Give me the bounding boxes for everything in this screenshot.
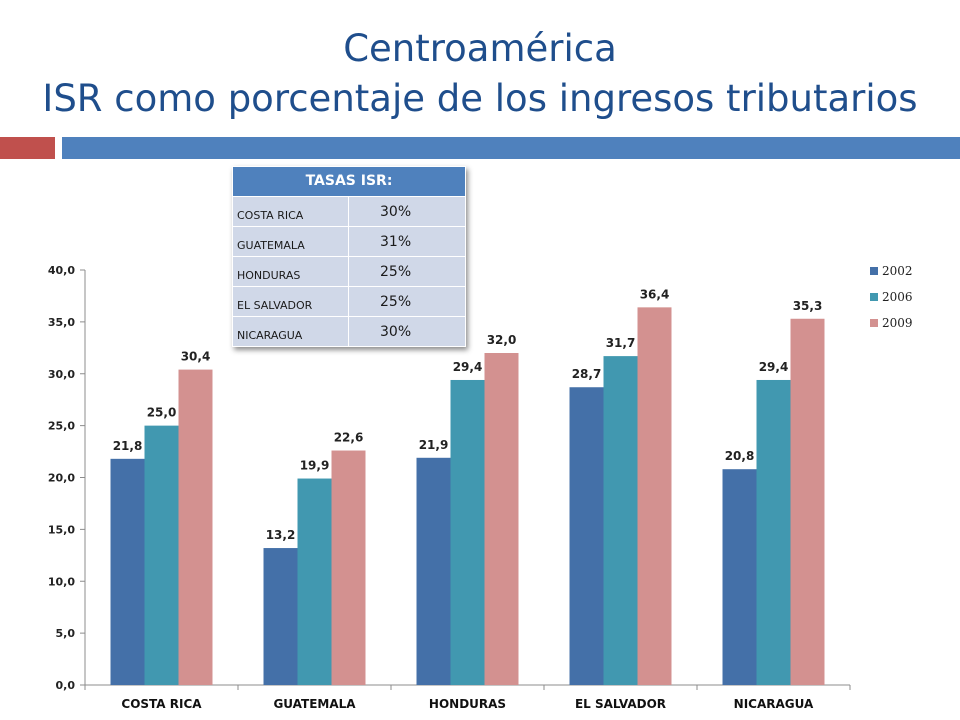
y-tick-label: 20,0 xyxy=(48,472,75,485)
rates-country: NICARAGUA xyxy=(233,317,348,346)
x-category-label: HONDURAS xyxy=(429,697,506,711)
rates-value: 25% xyxy=(348,257,465,286)
data-label: 29,4 xyxy=(759,360,789,374)
bar-2006 xyxy=(756,379,791,685)
rates-table: TASAS ISR: COSTA RICA 30% GUATEMALA 31% … xyxy=(232,166,466,347)
y-tick-label: 35,0 xyxy=(48,316,75,329)
bar-2002 xyxy=(263,548,298,685)
rates-row: GUATEMALA 31% xyxy=(233,226,465,256)
bar-2009 xyxy=(790,318,825,685)
bar-2006 xyxy=(297,478,332,685)
bar-2009 xyxy=(331,450,366,685)
title-line-1: Centroamérica xyxy=(343,27,617,70)
data-label: 29,4 xyxy=(453,360,483,374)
rates-value: 31% xyxy=(348,227,465,256)
bar-2002 xyxy=(416,457,451,685)
rates-value: 25% xyxy=(348,287,465,316)
rates-value: 30% xyxy=(348,317,465,346)
bar-2009 xyxy=(178,369,213,685)
bar-2006 xyxy=(450,379,485,685)
data-label: 21,8 xyxy=(113,439,143,453)
data-label: 22,6 xyxy=(334,431,364,445)
data-label: 31,7 xyxy=(606,336,636,350)
x-category-label: COSTA RICA xyxy=(121,697,202,711)
data-label: 32,0 xyxy=(487,333,517,347)
x-category-label: NICARAGUA xyxy=(734,697,814,711)
rates-country: GUATEMALA xyxy=(233,227,348,256)
data-label: 36,4 xyxy=(640,287,670,301)
title-rule-blue xyxy=(62,137,960,159)
bar-2006 xyxy=(144,425,179,685)
rates-row: EL SALVADOR 25% xyxy=(233,286,465,316)
bar-2009 xyxy=(637,307,672,685)
data-label: 13,2 xyxy=(266,528,296,542)
legend-swatch xyxy=(870,293,878,301)
y-tick-label: 25,0 xyxy=(48,420,75,433)
data-label: 19,9 xyxy=(300,459,330,473)
data-label: 28,7 xyxy=(572,367,602,381)
title-rule-red xyxy=(0,137,55,159)
x-category-label: EL SALVADOR xyxy=(575,697,666,711)
rates-table-header: TASAS ISR: xyxy=(233,167,465,196)
y-tick-label: 40,0 xyxy=(48,264,75,277)
x-category-label: GUATEMALA xyxy=(273,697,356,711)
bar-2002 xyxy=(722,469,757,685)
data-label: 35,3 xyxy=(793,299,823,313)
data-label: 30,4 xyxy=(181,350,211,364)
legend-label: 2002 xyxy=(882,264,913,278)
rates-country: COSTA RICA xyxy=(233,197,348,226)
bar-2002 xyxy=(569,387,604,685)
rates-row: HONDURAS 25% xyxy=(233,256,465,286)
y-tick-label: 15,0 xyxy=(48,523,75,536)
rates-row: NICARAGUA 30% xyxy=(233,316,465,346)
title-line-2: ISR como porcentaje de los ingresos trib… xyxy=(42,77,918,120)
legend-label: 2009 xyxy=(882,316,913,330)
bar-2002 xyxy=(110,458,145,685)
rates-country: HONDURAS xyxy=(233,257,348,286)
legend-swatch xyxy=(870,267,878,275)
data-label: 20,8 xyxy=(725,449,755,463)
rates-country: EL SALVADOR xyxy=(233,287,348,316)
y-tick-label: 5,0 xyxy=(56,627,76,640)
y-tick-label: 0,0 xyxy=(56,679,76,692)
bar-2006 xyxy=(603,356,638,685)
rates-value: 30% xyxy=(348,197,465,226)
data-label: 21,9 xyxy=(419,438,449,452)
legend-label: 2006 xyxy=(882,290,913,304)
slide-title: Centroamérica ISR como porcentaje de los… xyxy=(0,24,960,124)
y-tick-label: 30,0 xyxy=(48,368,75,381)
bar-2009 xyxy=(484,353,519,685)
data-label: 25,0 xyxy=(147,406,177,420)
rates-row: COSTA RICA 30% xyxy=(233,196,465,226)
y-tick-label: 10,0 xyxy=(48,575,75,588)
legend-swatch xyxy=(870,319,878,327)
